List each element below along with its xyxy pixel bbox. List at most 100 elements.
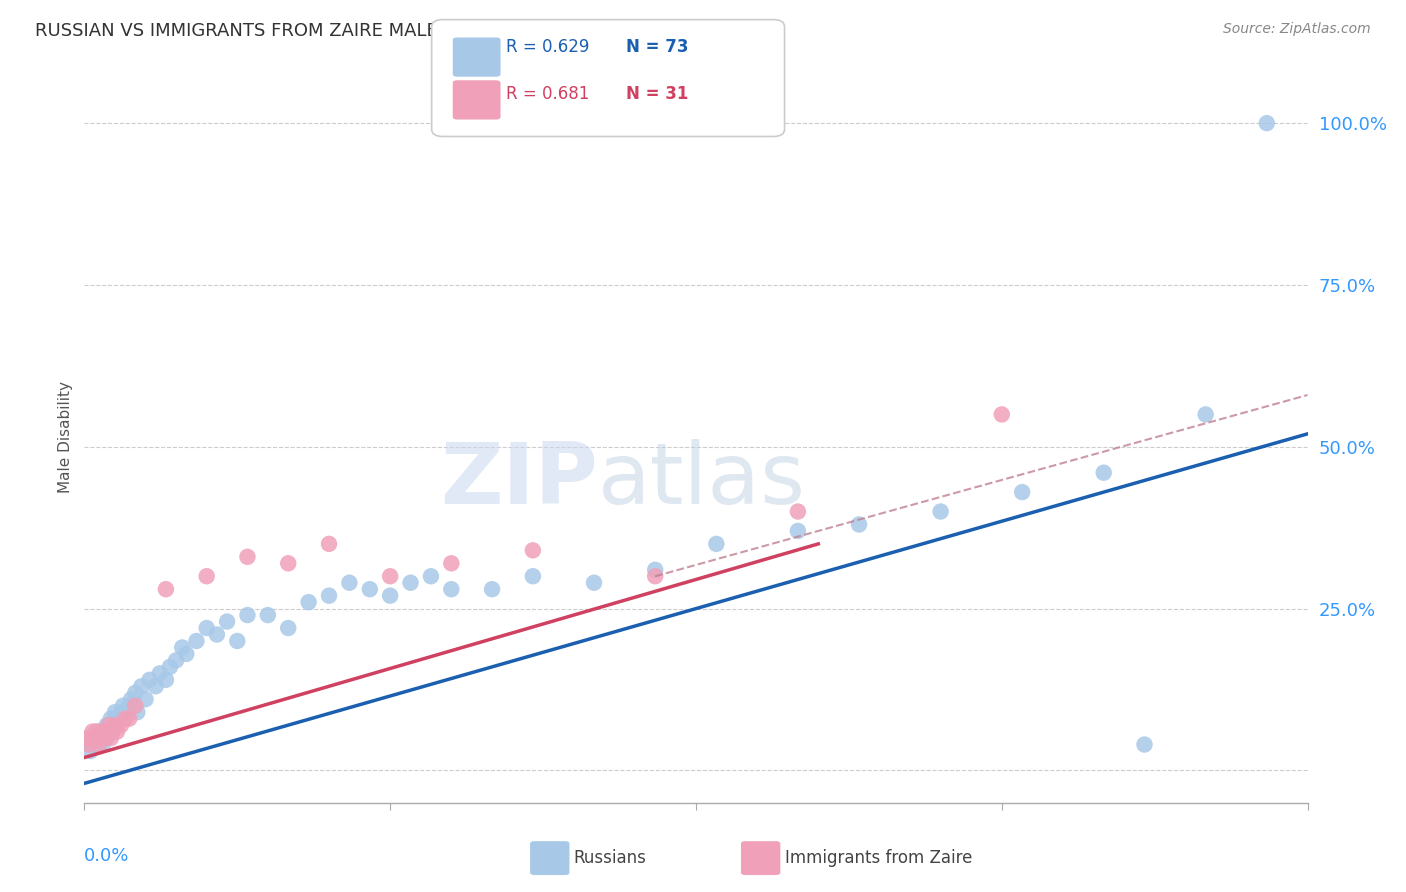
Text: R = 0.681: R = 0.681 (506, 85, 589, 103)
Point (205, 627, 228, 641)
Point (86, 731, 108, 745)
Point (787, 504, 810, 518)
Point (236, 608, 259, 623)
Point (583, 575, 606, 590)
Text: atlas: atlas (598, 440, 806, 523)
Point (481, 582, 503, 597)
Point (87, 731, 110, 745)
Point (195, 621, 218, 635)
Point (991, 408, 1014, 422)
Point (104, 705, 127, 719)
Point (79, 744, 101, 758)
Point (155, 673, 177, 687)
Point (77, 738, 100, 752)
Point (318, 537, 340, 551)
Text: ZIP: ZIP (440, 440, 598, 523)
Point (1011, 485, 1033, 500)
Point (90, 731, 112, 745)
Point (522, 543, 544, 558)
Point (114, 712, 136, 726)
Y-axis label: Male Disability: Male Disability (58, 381, 73, 493)
Point (75, 731, 97, 745)
Point (83, 731, 105, 745)
Point (100, 712, 122, 726)
Point (97, 718, 120, 732)
Point (100, 731, 122, 745)
Point (277, 557, 299, 571)
Point (420, 569, 443, 583)
Point (96, 724, 118, 739)
Point (1195, 408, 1218, 422)
Point (101, 718, 124, 732)
Point (1133, 738, 1156, 752)
Point (96, 731, 118, 745)
Point (93, 724, 115, 739)
Point (155, 582, 177, 597)
Point (135, 692, 157, 706)
Point (159, 660, 181, 674)
Point (787, 524, 810, 538)
Point (93, 731, 115, 745)
Point (339, 575, 361, 590)
Point (105, 718, 128, 732)
Point (90, 724, 112, 739)
Point (399, 575, 422, 590)
Point (86, 724, 108, 739)
Point (97, 718, 120, 732)
Text: N = 31: N = 31 (626, 85, 688, 103)
Point (83, 731, 105, 745)
Point (83, 738, 105, 752)
Point (120, 692, 142, 706)
Point (440, 582, 463, 597)
Point (226, 634, 249, 648)
Point (82, 724, 104, 739)
Point (82, 731, 104, 745)
Point (77, 738, 100, 752)
Point (644, 569, 666, 583)
Point (97, 724, 120, 739)
Point (118, 698, 141, 713)
Text: R = 0.629: R = 0.629 (506, 38, 589, 56)
Point (217, 615, 239, 629)
Point (929, 504, 952, 518)
Point (93, 731, 115, 745)
Point (1092, 466, 1115, 480)
Point (149, 666, 172, 681)
Point (359, 582, 381, 597)
Point (440, 557, 463, 571)
Point (380, 569, 402, 583)
Text: 0.0%: 0.0% (84, 847, 129, 864)
Point (848, 517, 870, 532)
Point (91, 738, 114, 752)
Point (112, 698, 135, 713)
Point (91, 731, 114, 745)
Point (96, 718, 118, 732)
Point (174, 647, 197, 661)
Point (318, 589, 340, 603)
Point (110, 705, 132, 719)
Point (165, 653, 187, 667)
Point (380, 589, 402, 603)
Point (114, 705, 136, 719)
Point (186, 634, 208, 648)
Text: Source: ZipAtlas.com: Source: ZipAtlas.com (1223, 22, 1371, 37)
Point (124, 698, 146, 713)
Text: Immigrants from Zaire: Immigrants from Zaire (785, 849, 972, 867)
Point (87, 738, 110, 752)
Point (172, 640, 194, 655)
Point (706, 537, 728, 551)
Point (127, 705, 149, 719)
Point (522, 569, 544, 583)
Text: RUSSIAN VS IMMIGRANTS FROM ZAIRE MALE DISABILITY CORRELATION CHART: RUSSIAN VS IMMIGRANTS FROM ZAIRE MALE DI… (35, 22, 742, 40)
Point (236, 549, 259, 564)
Point (91, 724, 114, 739)
Point (86, 724, 108, 739)
Text: N = 73: N = 73 (626, 38, 688, 56)
Point (87, 738, 110, 752)
Point (90, 731, 112, 745)
Point (131, 679, 153, 693)
Point (105, 724, 128, 739)
Point (110, 718, 132, 732)
Point (124, 686, 146, 700)
Point (138, 673, 160, 687)
